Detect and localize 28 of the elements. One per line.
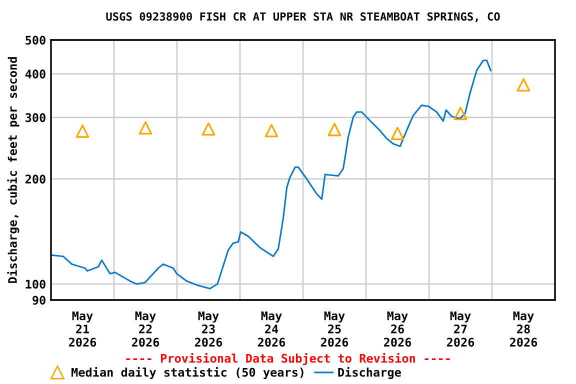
legend-label: Median daily statistic (50 years) <box>72 366 304 380</box>
point <box>76 124 90 138</box>
chart-title: USGS 09238900 FISH CR AT UPPER STA NR STEAMBOAT SPRINGS, CO <box>106 12 500 22</box>
point <box>390 126 404 140</box>
point <box>516 78 530 92</box>
x-tick-label: May 28 2026 <box>510 311 538 347</box>
x-tick-label: May 24 2026 <box>258 311 286 347</box>
x-tick-label: May 27 2026 <box>446 311 474 347</box>
y-tick-label: 500 <box>26 36 46 45</box>
line-series <box>51 60 492 290</box>
y-tick-label: 90 <box>32 296 46 305</box>
x-tick-label: May 23 2026 <box>194 311 222 347</box>
text: ---- Provisional Data Subject to Revision ---- <box>126 352 450 366</box>
y-tick-label: 300 <box>26 113 46 122</box>
point <box>138 121 152 135</box>
x-tick-label: May 21 2026 <box>68 311 96 347</box>
point <box>454 106 468 120</box>
y-tick-label: 400 <box>25 70 46 78</box>
x-tick-label: May 25 2026 <box>320 311 348 347</box>
point <box>328 122 342 136</box>
x-tick-label: May 26 2026 <box>384 311 412 347</box>
point <box>202 122 216 136</box>
y-tick-label: 100 <box>26 280 46 289</box>
point <box>264 124 278 138</box>
y-axis-title: Discharge, cubic feet per second <box>7 57 20 283</box>
legend-label: Discharge <box>338 366 401 380</box>
x-tick-label: May 22 2026 <box>132 311 160 347</box>
y-tick-label: 200 <box>25 174 46 184</box>
